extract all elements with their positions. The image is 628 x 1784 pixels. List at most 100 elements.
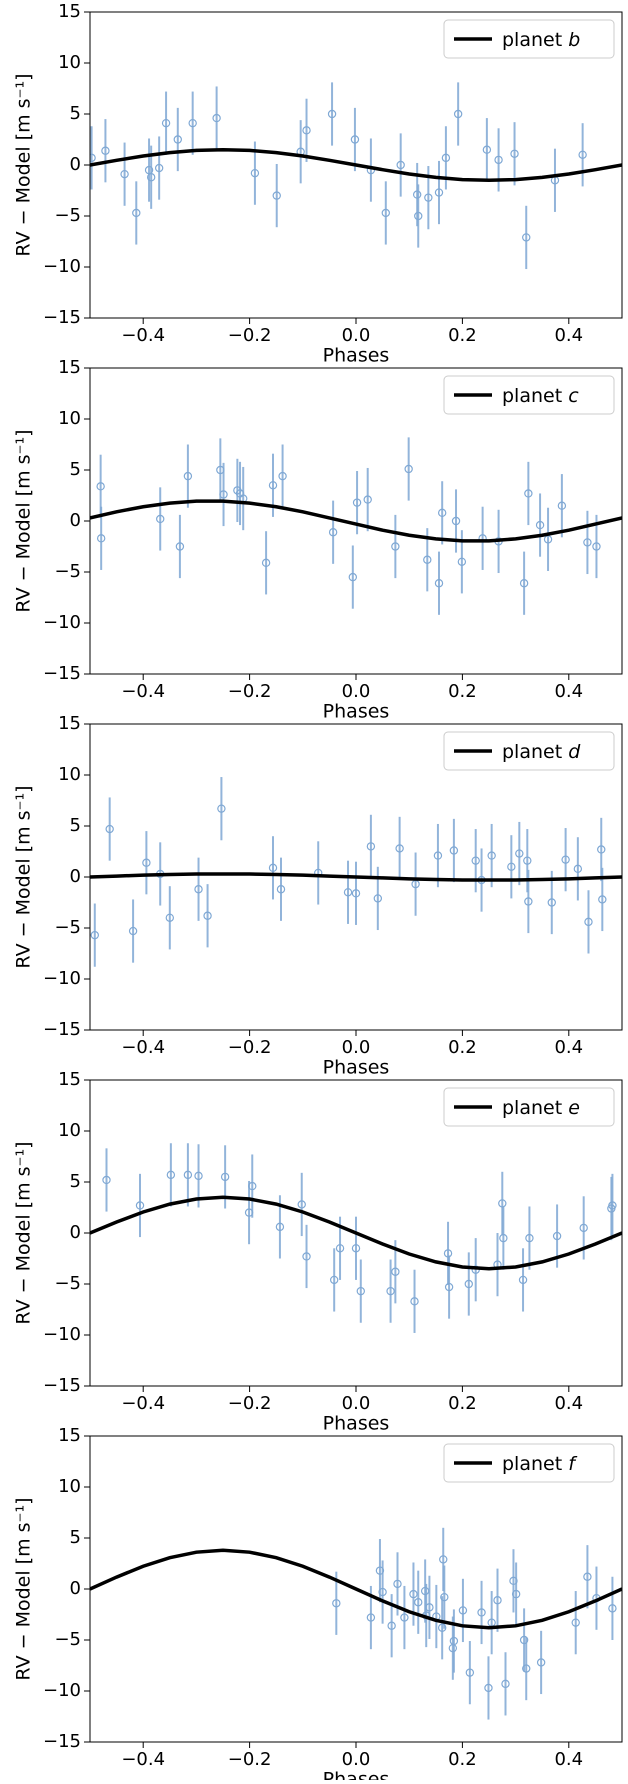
legend-label: planet b	[502, 29, 580, 51]
data-point	[437, 1623, 447, 1632]
data-point	[352, 498, 362, 507]
subplot: −15 −10 −5 0 5 10 15 −0.4 −0.2 0.0 0.2 0.4 Phases RV …	[13, 1, 623, 367]
data-point	[396, 160, 405, 170]
data-point	[327, 109, 337, 119]
data-point	[194, 885, 203, 894]
data-point	[363, 495, 372, 504]
data-point	[90, 930, 99, 940]
y-tick-label: −10	[43, 1324, 81, 1345]
data-point	[507, 862, 516, 872]
y-tick-label: 10	[58, 408, 81, 429]
data-point	[248, 1181, 257, 1191]
x-axis-label: Phases	[323, 1413, 390, 1435]
y-tick-label: −5	[54, 561, 81, 582]
y-tick-label: −15	[43, 307, 81, 328]
y-tick-label: 10	[58, 764, 81, 785]
data-point	[188, 118, 197, 128]
data-point	[175, 542, 185, 551]
data-point	[393, 1579, 402, 1589]
data-point	[268, 481, 278, 490]
data-point	[518, 1275, 528, 1285]
data-point	[444, 1282, 454, 1292]
data-point	[523, 856, 532, 865]
data-point	[465, 1668, 475, 1677]
data-point	[584, 917, 593, 927]
data-point	[135, 1201, 145, 1210]
data-point	[194, 1171, 203, 1181]
y-axis-label: RV − Model [m s⁻¹]	[13, 1141, 35, 1324]
data-point	[440, 1592, 449, 1602]
legend-label: planet c	[502, 385, 579, 407]
data-point	[102, 1175, 111, 1185]
data-point	[217, 804, 226, 813]
data-point	[373, 894, 383, 903]
data-point	[583, 538, 592, 547]
x-tick-label: −0.2	[228, 1037, 272, 1058]
data-point	[414, 1598, 423, 1607]
data-point	[453, 109, 463, 119]
axes-frame	[89, 1079, 623, 1387]
y-tick-label: 15	[58, 1425, 81, 1446]
data-point	[423, 555, 432, 564]
data-point	[519, 1635, 529, 1645]
y-tick-label: −10	[43, 256, 81, 277]
y-tick-label: 15	[58, 1069, 81, 1090]
data-point	[250, 168, 260, 178]
legend-label: planet d	[502, 741, 581, 763]
x-tick-label: −0.2	[228, 325, 272, 346]
data-point	[410, 1297, 419, 1306]
x-tick-label: 0.2	[448, 681, 477, 702]
y-tick-label: −5	[54, 205, 81, 226]
y-tick-label: 5	[70, 103, 81, 124]
data-point	[511, 1589, 521, 1599]
data-point	[561, 855, 570, 864]
x-tick-label: 0.4	[554, 1393, 583, 1414]
data-point	[343, 888, 353, 897]
data-point	[386, 1286, 395, 1296]
data-point	[552, 1231, 562, 1241]
data-point	[183, 1170, 193, 1180]
model-line	[90, 1548, 622, 1630]
x-tick-label: −0.2	[228, 1749, 272, 1770]
data-point	[573, 864, 583, 874]
subplot: −15 −10 −5 0 5 10 15 −0.4 −0.2 0.0 0.2 0.4 Phases RV …	[13, 1069, 623, 1435]
data-point	[484, 1683, 493, 1693]
y-tick-label: 0	[70, 1222, 81, 1243]
x-tick-label: 0.2	[448, 1037, 477, 1058]
plot-area	[90, 1527, 622, 1720]
model-line	[90, 147, 622, 183]
data-point	[128, 926, 138, 936]
data-point	[96, 534, 106, 543]
data-point	[501, 1679, 510, 1689]
x-axis-label: Phases	[323, 701, 390, 723]
data-point	[356, 1286, 365, 1296]
data-point	[203, 911, 212, 920]
subplot: −15 −10 −5 0 5 10 15 −0.4 −0.2 0.0 0.2 0.4 Phases RV …	[13, 713, 623, 1079]
data-point	[132, 208, 141, 218]
data-point	[579, 1223, 588, 1233]
y-tick-label: −5	[54, 1629, 81, 1650]
x-tick-label: 0.0	[342, 1749, 371, 1770]
data-point	[90, 153, 96, 163]
data-point	[510, 149, 519, 158]
plot-area	[90, 1143, 622, 1333]
subplot: −15 −10 −5 0 5 10 15 −0.4 −0.2 0.0 0.2 0.4 Phases RV …	[13, 357, 623, 723]
y-tick-label: 5	[70, 1527, 81, 1548]
data-point	[433, 851, 443, 860]
data-point	[525, 1233, 534, 1243]
x-tick-label: 0.2	[448, 1393, 477, 1414]
y-axis-label: RV − Model [m s⁻¹]	[13, 73, 35, 256]
data-point	[493, 1596, 502, 1605]
y-tick-label: −5	[54, 1273, 81, 1294]
data-point	[414, 211, 423, 221]
data-point	[409, 1589, 418, 1599]
data-point	[173, 135, 182, 144]
y-tick-label: 0	[70, 866, 81, 887]
data-point	[96, 482, 105, 491]
data-point	[154, 163, 164, 173]
model-line	[90, 872, 622, 882]
data-point	[524, 489, 533, 498]
legend-box	[443, 731, 615, 771]
x-tick-label: −0.2	[228, 681, 272, 702]
